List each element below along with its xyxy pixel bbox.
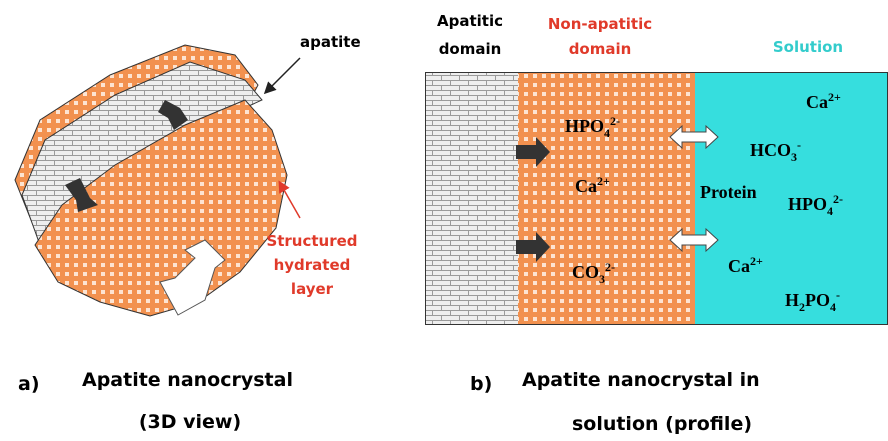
ion-part: -	[836, 288, 840, 302]
layer-label: Structured	[266, 232, 357, 250]
ion-part: 4	[830, 300, 836, 314]
layer-label: layer	[291, 280, 334, 298]
ion-part: 2+	[828, 90, 841, 104]
ion-part: 2+	[750, 254, 763, 268]
ion: Protein	[700, 182, 757, 202]
ion-part: -	[797, 138, 801, 152]
ion-part: 4	[827, 204, 833, 218]
ion-part: 2-	[605, 260, 615, 274]
ion-part: 2-	[833, 192, 843, 206]
ion-part: Protein	[700, 182, 757, 202]
ion: Ca2+	[806, 90, 841, 112]
caption-letter: a)	[18, 373, 40, 395]
ion: H2PO4-	[785, 288, 840, 314]
header: domain	[439, 40, 502, 58]
ion-part: HPO	[788, 194, 827, 214]
ion-part: H	[785, 290, 799, 310]
caption-letter: b)	[470, 373, 492, 395]
caption: Apatite nanocrystal in	[522, 369, 760, 391]
ion: Ca2+	[575, 174, 610, 196]
ion: HCO3-	[750, 138, 801, 164]
header: Solution	[773, 38, 843, 56]
ion-part: 2-	[610, 114, 620, 128]
ion-part: 3	[599, 272, 605, 286]
crystal-3d	[14, 44, 288, 317]
ion: CO32-	[572, 260, 615, 286]
header: domain	[569, 40, 632, 58]
ion-part: 4	[604, 126, 610, 140]
ion-part: PO	[805, 290, 830, 310]
apatite-arrow	[263, 57, 301, 95]
caption: Apatite nanocrystal	[82, 369, 293, 391]
ion-part: Ca	[806, 92, 828, 112]
ion-part: Ca	[728, 256, 750, 276]
ion-part: HPO	[565, 116, 604, 136]
header: Apatitic	[437, 12, 503, 30]
ion-part: CO	[572, 262, 599, 282]
ion: HPO42-	[788, 192, 843, 218]
ion: Ca2+	[728, 254, 763, 276]
ion-part: 3	[791, 150, 797, 164]
ion-part: 2	[799, 300, 805, 314]
ion-part: HCO	[750, 140, 791, 160]
layer-label: hydrated	[274, 256, 351, 274]
header: Non-apatitic	[548, 15, 652, 33]
layer-arrow	[278, 180, 301, 219]
apatite-label: apatite	[300, 33, 361, 51]
profile	[425, 72, 888, 325]
caption: (3D view)	[139, 411, 241, 433]
ion-part: Ca	[575, 176, 597, 196]
caption: solution (profile)	[572, 413, 752, 435]
ion-part: 2+	[597, 174, 610, 188]
ion: HPO42-	[565, 114, 620, 140]
